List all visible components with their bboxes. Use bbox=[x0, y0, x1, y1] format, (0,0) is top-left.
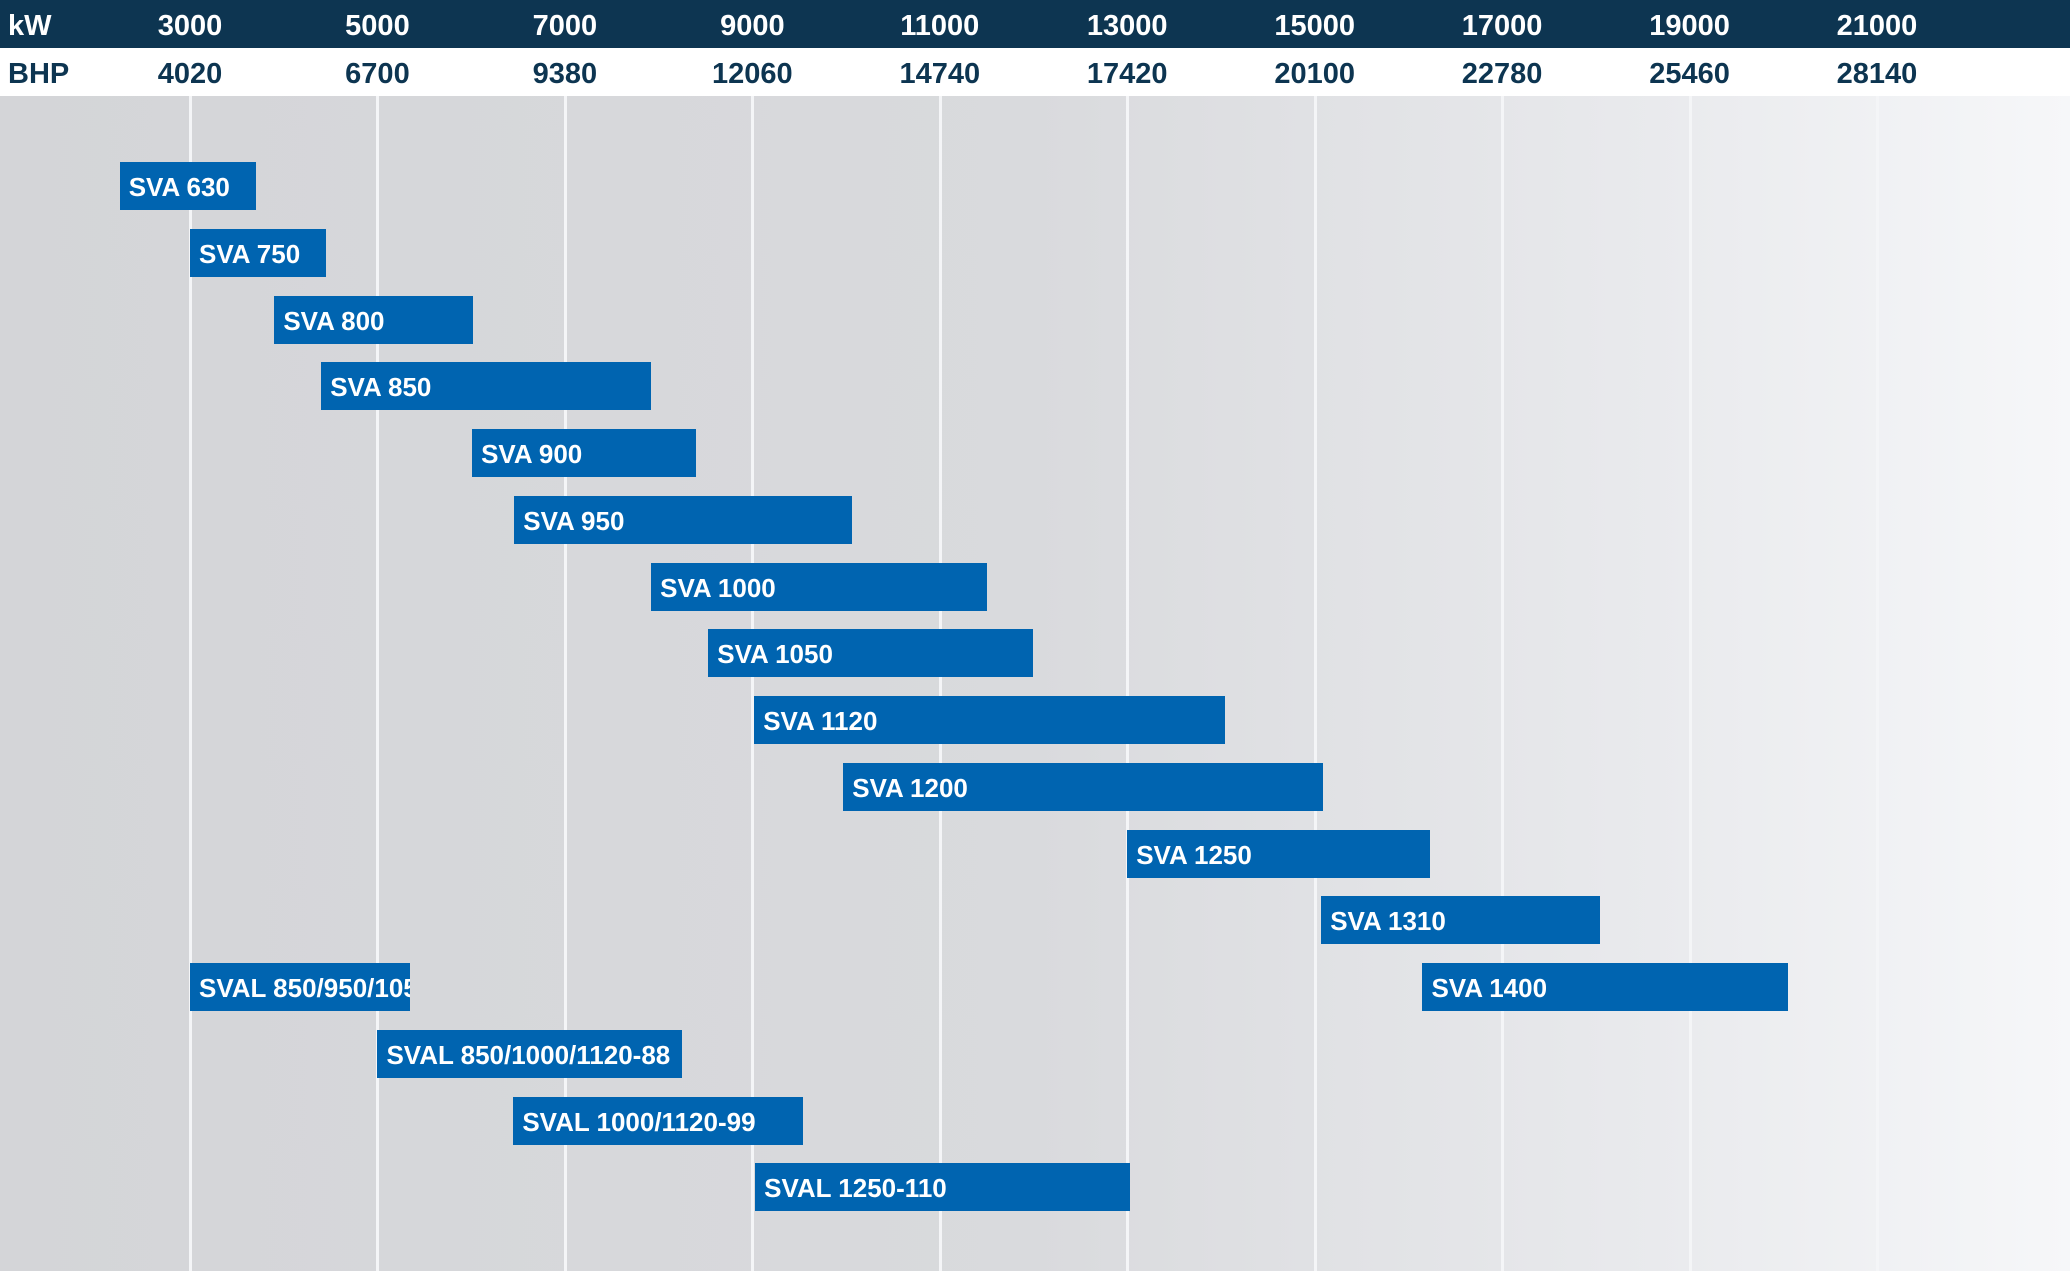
kw-tick-label: 9000 bbox=[720, 10, 785, 42]
range-bar: SVA 1250 bbox=[1127, 829, 1430, 878]
range-bar: SVA 750 bbox=[190, 228, 326, 277]
range-bar: SVA 800 bbox=[274, 295, 474, 344]
gridline bbox=[938, 96, 942, 1271]
bhp-tick-label: 25460 bbox=[1649, 58, 1730, 90]
kw-tick-label: 11000 bbox=[900, 10, 980, 42]
range-bar: SVA 1120 bbox=[754, 696, 1225, 744]
bhp-tick-label: 4020 bbox=[157, 58, 223, 90]
gridline bbox=[1501, 96, 1505, 1271]
range-bar: SVA 1000 bbox=[651, 562, 987, 611]
plot-area: SVA 630 SVA 750 SVA 800 SVA 850 SVA 900 SVA 9… bbox=[0, 96, 2070, 1271]
kw-tick-label: 13000 bbox=[1086, 10, 1168, 42]
bhp-tick-label: 28140 bbox=[1836, 58, 1918, 90]
bhp-tick-label: 6700 bbox=[345, 58, 410, 90]
kw-tick-label: 3000 bbox=[157, 10, 223, 42]
range-bar: SVA 1310 bbox=[1321, 896, 1600, 945]
kw-tick-label: 17000 bbox=[1461, 10, 1543, 42]
gridline bbox=[1876, 96, 1879, 1271]
kw-tick-label: 15000 bbox=[1274, 10, 1355, 42]
range-bar: SVAL 1250-110 bbox=[755, 1163, 1131, 1212]
range-bar: SVA 900 bbox=[472, 429, 697, 477]
range-bar: SVAL 850/1000/1120-88 bbox=[377, 1029, 683, 1078]
bhp-tick-label: 22780 bbox=[1461, 58, 1543, 90]
bhp-unit-label: BHP bbox=[8, 58, 70, 90]
range-bar: SVA 630 bbox=[119, 162, 256, 210]
gridline bbox=[563, 96, 567, 1271]
range-bar: SVA 850 bbox=[321, 362, 652, 411]
gridline bbox=[1126, 96, 1130, 1271]
range-bar: SVA 1200 bbox=[843, 762, 1324, 811]
range-bar: SVA 1050 bbox=[708, 629, 1033, 678]
gridline bbox=[751, 96, 755, 1271]
bhp-tick-label: 9380 bbox=[532, 58, 598, 90]
range-bar: SVA 1400 bbox=[1422, 963, 1788, 1011]
bhp-tick-label: 17420 bbox=[1086, 58, 1168, 90]
kw-tick-label: 5000 bbox=[345, 10, 410, 42]
range-bar: SVA 950 bbox=[514, 495, 852, 544]
bhp-tick-label: 20100 bbox=[1274, 58, 1355, 90]
kw-tick-label: 7000 bbox=[532, 10, 598, 42]
gridline bbox=[1688, 96, 1692, 1271]
kw-tick-label: 21000 bbox=[1836, 10, 1918, 42]
bhp-axis-header: BHP 4020 6700 9380 12060 14740 17420 20100 2278… bbox=[0, 48, 2070, 96]
kw-tick-label: 19000 bbox=[1649, 10, 1730, 42]
range-bar: SVAL 850/950/1050-66 bbox=[190, 963, 411, 1011]
gridline bbox=[189, 96, 192, 1271]
bhp-tick-label: 14740 bbox=[899, 58, 981, 90]
range-bar: SVAL 1000/1120-99 bbox=[513, 1096, 803, 1145]
kw-unit-label: kW bbox=[8, 10, 52, 42]
gridline bbox=[1313, 96, 1317, 1271]
kw-axis-header: kW 3000 5000 7000 9000 11000 13000 15000 17000 1… bbox=[0, 0, 2070, 48]
bhp-tick-label: 12060 bbox=[712, 58, 793, 90]
gridline bbox=[376, 96, 380, 1271]
